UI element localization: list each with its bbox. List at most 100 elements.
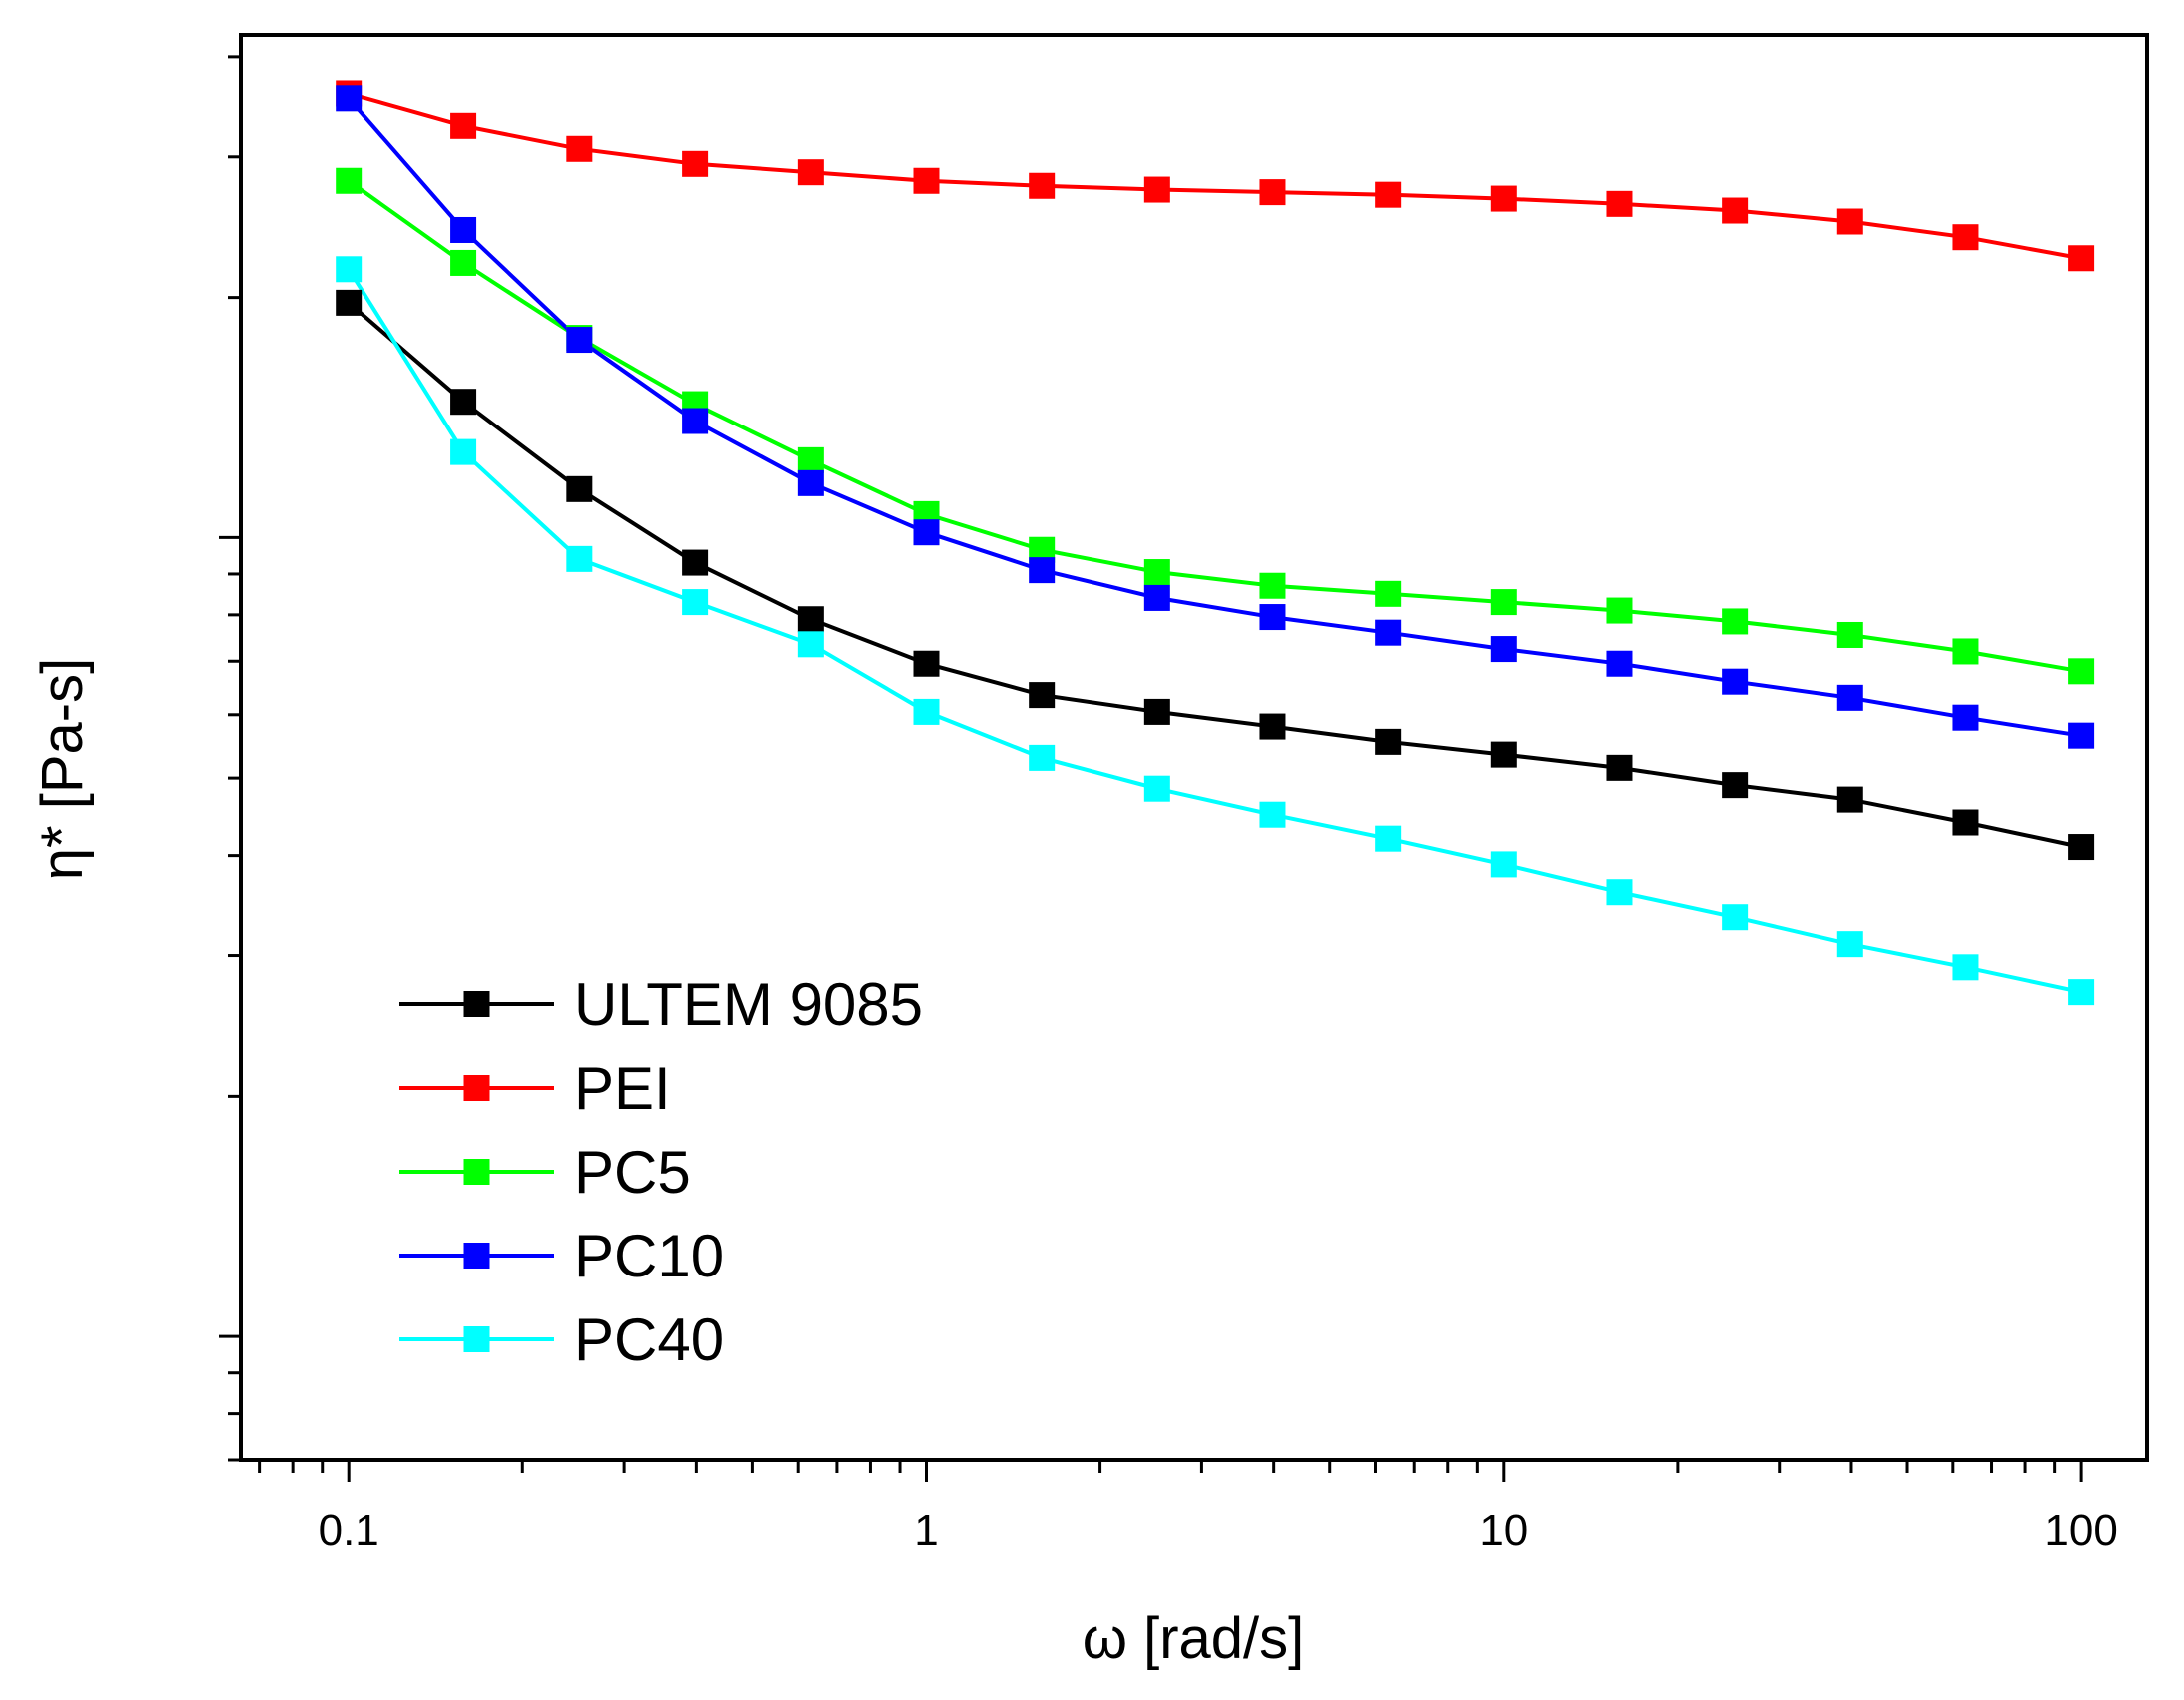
data-point [1722,608,1749,635]
series-line [348,179,2082,674]
data-point [566,327,593,354]
legend-marker [463,1243,490,1269]
legend-marker [463,1159,490,1185]
legend-label: ULTEM 9085 [574,971,923,1038]
y-axis-title: η* [Pa-s] [30,658,95,880]
legend-item: ULTEM 9085 [399,971,923,1038]
x-tick-label: 1 [914,1506,938,1555]
data-point [1606,754,1633,781]
data-point [682,150,709,177]
data-point [2068,722,2095,749]
data-point [797,159,824,186]
data-point [1490,851,1517,878]
data-point [1606,879,1633,906]
data-point [1259,572,1286,599]
data-point [797,631,824,658]
legend-item: PEI [399,1055,671,1122]
data-point [1606,650,1633,677]
data-point [1722,772,1749,799]
data-point [797,446,824,473]
legend-label: PC5 [574,1139,691,1206]
series-line [347,301,2082,849]
data-point [1836,208,1863,235]
data-point [450,216,477,243]
data-point [1375,728,1402,755]
data-point [1490,741,1517,768]
legend-item: PC5 [399,1139,691,1206]
data-point [913,167,940,194]
data-point [450,389,477,416]
x-axis-ticks [258,1460,2083,1482]
data-point [1259,179,1286,206]
data-point [1952,704,1979,731]
data-point [1143,775,1170,802]
data-point [1143,559,1170,586]
data-point [1952,224,1979,251]
legend-label: PEI [574,1055,671,1122]
data-point [2068,979,2095,1006]
data-point [1375,181,1402,208]
data-point [1952,638,1979,665]
data-point [2068,834,2095,861]
data-point [1029,682,1056,709]
data-point [913,698,940,725]
data-point [1375,580,1402,607]
legend-item: PC40 [399,1306,724,1373]
data-point [1375,619,1402,646]
x-tick-label: 0.1 [319,1506,379,1555]
data-point [1952,809,1979,836]
data-point [1490,636,1517,663]
data-point [682,549,709,576]
legend-marker [463,1075,490,1101]
data-point [1490,185,1517,212]
x-axis-tick-labels: 0.1 1 10 100 [319,1506,2118,1555]
data-point [1375,825,1402,852]
series-markers [336,80,2095,1006]
data-point [1836,931,1863,958]
data-point [1259,801,1286,828]
legend-label: PC10 [574,1223,724,1289]
data-point [566,475,593,502]
legend: ULTEM 9085 PEI PC5 PC10 PC40 [399,971,923,1373]
data-point [336,289,363,316]
data-point [1836,621,1863,648]
data-point [2068,245,2095,272]
series-line [347,96,2082,738]
data-point [566,545,593,572]
data-point [1259,713,1286,740]
data-point [797,606,824,633]
data-point [1490,589,1517,616]
x-axis-title: ω [rad/s] [1083,1606,1305,1671]
series-line [348,91,2082,261]
series-lines [347,91,2082,995]
data-point [797,469,824,496]
data-point [1722,668,1749,695]
data-point [1836,786,1863,813]
data-point [682,408,709,434]
legend-label: PC40 [574,1306,724,1373]
data-point [1143,176,1170,203]
data-point [336,256,363,283]
data-point [1029,172,1056,199]
series-line [347,268,2082,995]
data-point [1606,597,1633,624]
data-point [1722,197,1749,224]
data-point [450,112,477,139]
data-point [1143,584,1170,611]
data-point [1722,904,1749,931]
data-point [913,519,940,546]
data-point [1029,557,1056,584]
data-point [2068,658,2095,685]
legend-marker [463,991,490,1017]
data-point [336,85,363,112]
data-point [682,589,709,616]
data-point [450,249,477,276]
plot-frame [239,33,2149,1462]
legend-item: PC10 [399,1223,724,1289]
y-axis-ticks [219,55,241,1462]
data-point [913,650,940,677]
data-point [566,135,593,162]
legend-marker [463,1326,490,1352]
data-point [1952,954,1979,981]
